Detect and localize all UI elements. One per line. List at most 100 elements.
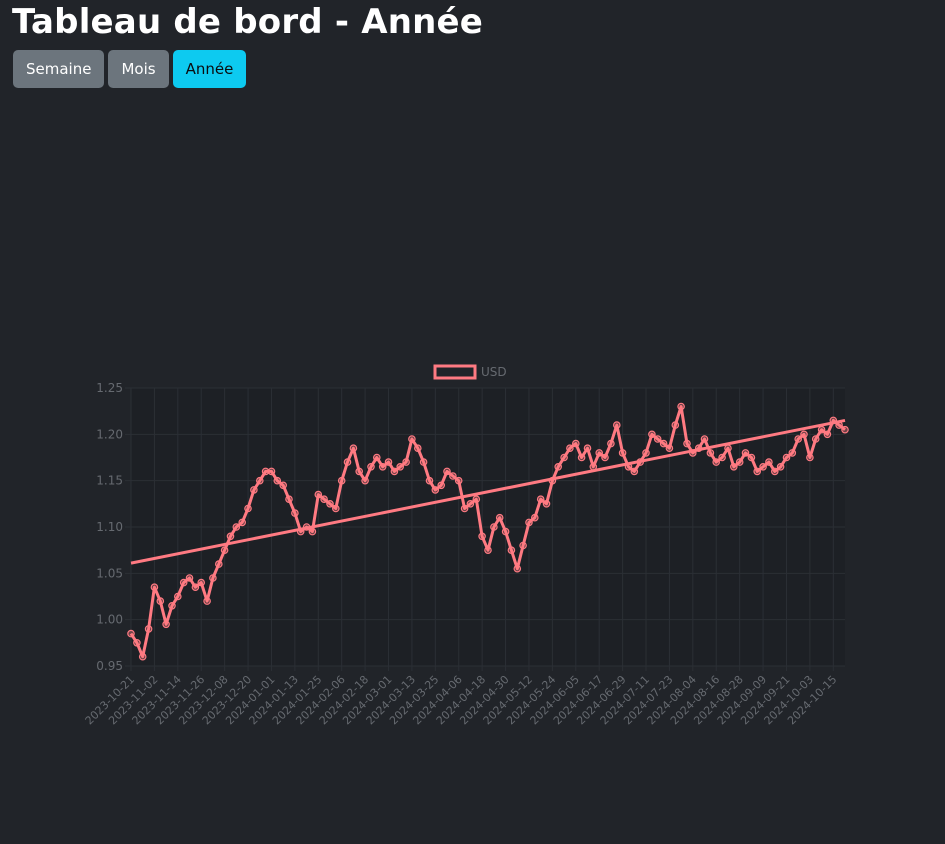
- data-point[interactable]: [648, 430, 656, 439]
- data-point[interactable]: [794, 435, 803, 443]
- data-point[interactable]: [653, 435, 662, 443]
- data-point[interactable]: [144, 625, 153, 633]
- data-point[interactable]: [413, 444, 422, 453]
- data-point[interactable]: [331, 504, 340, 513]
- data-point[interactable]: [279, 481, 288, 490]
- data-point[interactable]: [811, 435, 820, 443]
- data-point[interactable]: [174, 592, 182, 601]
- data-point[interactable]: [337, 476, 346, 485]
- year-button[interactable]: Année: [172, 50, 247, 88]
- data-point[interactable]: [127, 629, 135, 638]
- data-point[interactable]: [349, 444, 358, 453]
- data-point[interactable]: [612, 421, 621, 429]
- data-point[interactable]: [285, 495, 293, 504]
- data-point[interactable]: [770, 467, 779, 476]
- data-point[interactable]: [560, 453, 568, 462]
- data-point[interactable]: [542, 499, 551, 508]
- data-point[interactable]: [179, 578, 188, 587]
- data-point[interactable]: [425, 476, 434, 485]
- data-point[interactable]: [700, 435, 709, 443]
- data-point[interactable]: [706, 449, 715, 457]
- data-point[interactable]: [729, 462, 738, 471]
- data-point[interactable]: [255, 476, 264, 485]
- data-point[interactable]: [390, 467, 399, 476]
- data-point[interactable]: [747, 453, 756, 462]
- data-point[interactable]: [566, 444, 574, 453]
- data-point[interactable]: [431, 486, 440, 494]
- data-point[interactable]: [449, 472, 457, 480]
- data-point[interactable]: [490, 523, 498, 531]
- data-point[interactable]: [554, 462, 563, 471]
- data-point[interactable]: [759, 462, 767, 471]
- data-point[interactable]: [215, 560, 223, 568]
- data-point[interactable]: [671, 421, 680, 429]
- data-point[interactable]: [402, 458, 410, 466]
- data-point[interactable]: [642, 449, 650, 457]
- data-point[interactable]: [823, 430, 832, 439]
- data-point[interactable]: [320, 495, 328, 504]
- data-point[interactable]: [530, 513, 539, 522]
- data-point[interactable]: [267, 467, 276, 476]
- data-point[interactable]: [244, 504, 252, 513]
- data-point[interactable]: [326, 499, 334, 508]
- data-point[interactable]: [437, 481, 446, 490]
- data-point[interactable]: [191, 583, 200, 592]
- data-point[interactable]: [484, 546, 492, 555]
- data-point[interactable]: [583, 444, 592, 453]
- data-point[interactable]: [753, 467, 762, 476]
- data-point[interactable]: [343, 458, 352, 466]
- data-point[interactable]: [607, 439, 615, 448]
- data-point[interactable]: [659, 439, 668, 448]
- data-point[interactable]: [133, 638, 141, 647]
- data-point[interactable]: [396, 462, 405, 471]
- data-point[interactable]: [800, 430, 808, 439]
- data-point[interactable]: [355, 467, 364, 476]
- data-point[interactable]: [806, 453, 814, 462]
- data-point[interactable]: [138, 652, 147, 661]
- data-point[interactable]: [683, 439, 691, 448]
- data-point[interactable]: [765, 458, 773, 466]
- data-point[interactable]: [378, 462, 387, 471]
- month-button[interactable]: Mois: [108, 50, 169, 88]
- data-point[interactable]: [712, 458, 721, 466]
- chart-legend[interactable]: USD: [433, 364, 507, 380]
- data-point[interactable]: [460, 504, 469, 513]
- data-point[interactable]: [372, 453, 381, 462]
- data-point[interactable]: [384, 458, 393, 466]
- data-point[interactable]: [718, 453, 726, 462]
- data-point[interactable]: [220, 546, 229, 555]
- data-point[interactable]: [519, 541, 527, 550]
- data-point[interactable]: [168, 601, 176, 610]
- data-point[interactable]: [314, 490, 323, 499]
- week-button[interactable]: Semaine: [13, 50, 105, 88]
- data-point[interactable]: [536, 495, 545, 504]
- data-point[interactable]: [677, 402, 685, 411]
- data-point[interactable]: [841, 425, 849, 434]
- data-point[interactable]: [162, 620, 170, 629]
- data-point[interactable]: [419, 458, 428, 466]
- data-point[interactable]: [513, 564, 522, 573]
- data-point[interactable]: [408, 435, 416, 443]
- data-point[interactable]: [724, 444, 732, 453]
- data-point[interactable]: [601, 453, 609, 462]
- data-point[interactable]: [443, 467, 451, 476]
- data-point[interactable]: [226, 532, 235, 541]
- data-point[interactable]: [197, 578, 206, 587]
- data-point[interactable]: [735, 458, 744, 466]
- data-point[interactable]: [238, 518, 247, 527]
- data-point[interactable]: [525, 518, 533, 527]
- data-point[interactable]: [478, 532, 486, 541]
- data-point[interactable]: [185, 574, 194, 582]
- data-point[interactable]: [454, 476, 463, 485]
- data-point[interactable]: [630, 467, 639, 476]
- data-point[interactable]: [150, 583, 159, 592]
- data-point[interactable]: [507, 546, 516, 555]
- data-point[interactable]: [782, 453, 791, 462]
- data-point[interactable]: [156, 597, 165, 605]
- data-point[interactable]: [788, 449, 797, 457]
- data-point[interactable]: [817, 425, 826, 434]
- data-point[interactable]: [361, 476, 369, 485]
- data-point[interactable]: [367, 462, 375, 471]
- data-point[interactable]: [232, 523, 241, 531]
- data-point[interactable]: [501, 527, 510, 536]
